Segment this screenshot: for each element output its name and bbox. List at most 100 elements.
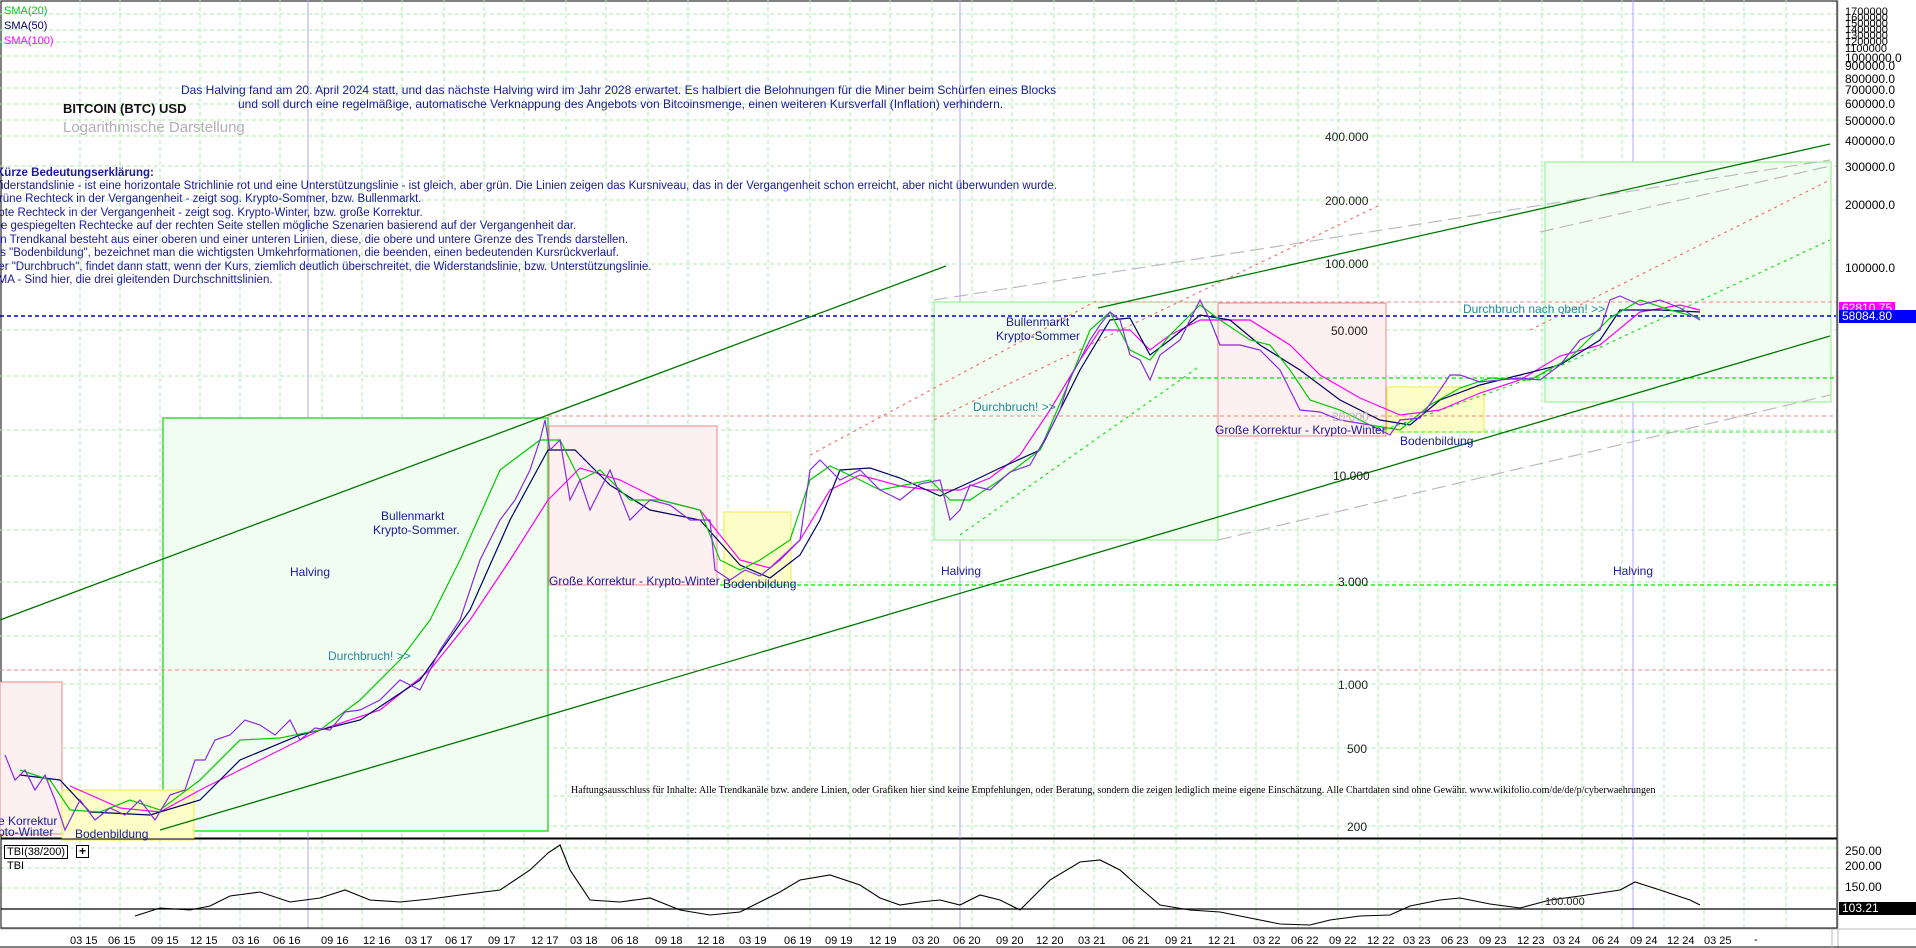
- annotation-durchbruch-2020: Durchbruch! >>: [973, 400, 1056, 414]
- indicator-axis-label: 150.00: [1845, 880, 1882, 894]
- annotation-halving-2020: Halving: [941, 564, 982, 578]
- y-axis-label: 1700000: [1845, 6, 1888, 18]
- x-axis-label: 12 24: [1667, 935, 1695, 947]
- x-axis-label: 12 23: [1517, 935, 1545, 947]
- inner-price-label: 20.000: [1332, 410, 1369, 424]
- inner-price-label: 500: [1347, 742, 1368, 756]
- x-axis-label: 03 22: [1253, 935, 1281, 947]
- annotation-bullenmarkt-2016: Bullenmarkt: [381, 509, 445, 523]
- inner-price-label: 10.000: [1333, 469, 1370, 483]
- y-axis-label: 100000.0: [1845, 261, 1896, 275]
- y-axis-label: 1100000: [1845, 43, 1888, 55]
- legend-sma50[interactable]: SMA(50): [4, 20, 48, 32]
- inner-price-label: 200.000: [1325, 194, 1369, 208]
- explanation-line: Die gespiegelten Rechtecke auf der recht…: [0, 220, 577, 232]
- x-axis-label: 06 19: [784, 935, 812, 947]
- x-axis-label: 09 20: [996, 935, 1024, 947]
- x-axis-label: 12 15: [190, 935, 218, 947]
- inner-price-label: 3.000: [1338, 575, 1369, 589]
- explanation-line: Grüne Rechteck in der Vergangenheit - ze…: [0, 193, 422, 205]
- x-axis-label: 03 25: [1704, 935, 1732, 947]
- y-axis-label: 1300000: [1845, 30, 1888, 42]
- y-axis-label: 700000.0: [1845, 83, 1896, 97]
- explanation-heading: Kürze Bedeutungserklärung:: [0, 167, 154, 179]
- y-axis-label: 400000.0: [1845, 134, 1896, 148]
- sma-price-badge: 62810.75: [1839, 302, 1896, 311]
- annotation-winter-left: pto-Winter: [0, 825, 54, 839]
- indicator-axis-label: 200.00: [1845, 859, 1882, 873]
- bear-box-left: [0, 681, 63, 835]
- x-axis-label: 03 20: [912, 935, 940, 947]
- annotation-krypto-sommer-2016: Krypto-Sommer.: [373, 523, 460, 537]
- inner-price-label: 100.000: [1325, 257, 1369, 271]
- halving-note-line-1: Das Halving fand am 20. April 2024 statt…: [181, 83, 1057, 97]
- x-axis-label: 12 20: [1036, 935, 1064, 947]
- explanation-line: Widerstandslinie - ist eine horizontale …: [0, 179, 1057, 192]
- inner-price-label: 400.000: [1325, 130, 1369, 144]
- legend-sma100[interactable]: SMA(100): [4, 35, 54, 47]
- x-axis-label: 12 19: [869, 935, 897, 947]
- explanation-line: Als "Bodenbildung", bezeichnet man die w…: [0, 247, 619, 259]
- y-axis-label: 1200000: [1845, 36, 1888, 48]
- annotation-halving-2016: Halving: [290, 565, 331, 579]
- x-axis-label: 03 24: [1553, 935, 1581, 947]
- annotation-korrektur-left: e Korrektur: [0, 814, 58, 828]
- inner-price-label: 50.000: [1331, 324, 1368, 338]
- indicator-expand-icon[interactable]: +: [76, 845, 89, 858]
- annotation-halving-2024: Halving: [1613, 564, 1654, 578]
- bull-box-projection: [1544, 161, 1832, 403]
- x-axis-label: 12 18: [697, 935, 725, 947]
- y-axis-label: 1000000.0: [1845, 51, 1902, 65]
- x-axis-label: 12 16: [363, 935, 391, 947]
- y-axis-label: 800000.0: [1845, 72, 1896, 86]
- y-axis-label: 900000.0: [1845, 59, 1896, 73]
- explanation-block: Kürze Bedeutungserklärung: Widerstandsli…: [0, 167, 1196, 289]
- bull-box-2016: [162, 417, 549, 832]
- indicator-reference-label: 100.000: [1545, 896, 1585, 908]
- current-price-badge: 58084.80: [1839, 310, 1916, 323]
- y-axis-label: 1600000: [1845, 12, 1888, 24]
- indicator-label: TBI: [7, 860, 25, 872]
- x-axis-label: 06 15: [108, 935, 136, 947]
- explanation-line: Der "Durchbruch", findet dann statt, wen…: [0, 260, 652, 273]
- x-axis-label: 03 17: [405, 935, 433, 947]
- x-axis-label: 09 21: [1165, 935, 1193, 947]
- y-axis-label: 1400000: [1845, 24, 1888, 36]
- x-axis-label: 12 17: [531, 935, 559, 947]
- legend-sma20[interactable]: SMA(20): [4, 5, 48, 17]
- x-axis-label: 09 16: [321, 935, 349, 947]
- annotation-bodenbildung-2019: Bodenbildung: [723, 577, 797, 591]
- indicator-axis-label: 250.00: [1845, 844, 1882, 858]
- annotation-krypto-sommer-2021: Krypto-Sommer: [996, 329, 1081, 343]
- scroll-minus-button[interactable]: -: [1754, 934, 1758, 946]
- x-axis-label: 09 23: [1479, 935, 1507, 947]
- x-axis-label: 03 18: [570, 935, 598, 947]
- x-axis-label: 09 24: [1630, 935, 1658, 947]
- y-axis-label: 1500000: [1845, 18, 1888, 30]
- annotation-durchbruch-2016: Durchbruch! >>: [328, 649, 411, 663]
- inner-price-label: 1.000: [1338, 678, 1369, 692]
- indicator-current-badge: 103.21: [1839, 902, 1916, 915]
- indicator-name: TBI(38/200): [7, 846, 66, 858]
- chart-subtitle: Logarithmische Darstellung: [63, 119, 245, 136]
- x-axis-label: 03 23: [1403, 935, 1431, 947]
- x-axis-label: 06 22: [1291, 935, 1319, 947]
- x-axis-label: 09 19: [825, 935, 853, 947]
- indicator-name-box[interactable]: TBI(38/200): [4, 845, 69, 859]
- x-axis-label: 12 21: [1208, 935, 1236, 947]
- x-axis-label: 06 23: [1441, 935, 1469, 947]
- bull-box-2020: [933, 301, 1219, 541]
- halving-note-line-2: und soll durch eine regelmäßige, automat…: [238, 97, 1004, 111]
- disclaimer-text: Haftungsausschluss für Inhalte: Alle Tre…: [571, 785, 1656, 796]
- y-axis-label: 300000.0: [1845, 160, 1896, 174]
- x-axis-label: 06 16: [273, 935, 301, 947]
- y-axis-label: 600000.0: [1845, 97, 1896, 111]
- x-axis-label: 03 15: [70, 935, 98, 947]
- x-axis-label: 03 19: [739, 935, 767, 947]
- annotation-korrektur-2022: Große Korrektur - Krypto-Winter: [1215, 423, 1386, 437]
- annotation-bullenmarkt-2021: Bullenmarkt: [1006, 315, 1070, 329]
- x-axis-label: 06 18: [611, 935, 639, 947]
- annotation-korrektur-2018: Große Korrektur - Krypto-Winter: [549, 574, 720, 588]
